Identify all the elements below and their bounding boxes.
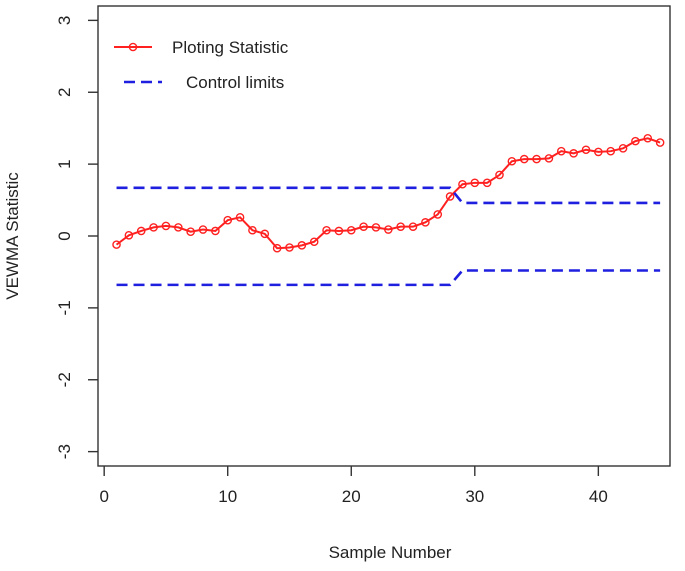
data-point [495,170,504,180]
control-limit-line [116,269,661,287]
control-limit-line [116,186,661,205]
data-point [161,221,171,231]
y-axis: -3 -2 -1 0 1 2 3 [55,16,98,459]
data-point [272,243,282,253]
data-point [507,156,517,166]
data-point [174,223,183,232]
data-point [186,227,195,236]
legend-label: Ploting Statistic [172,38,289,57]
data-point [606,146,615,156]
data-point [346,225,356,235]
data-point [260,229,270,239]
data-point [198,225,208,234]
data-point [618,144,628,153]
data-point [532,154,541,164]
data-point [384,225,393,234]
data-point [235,213,245,222]
y-tick-label: 0 [55,231,74,240]
data-point [309,237,319,247]
y-tick-label: 3 [55,16,74,25]
data-point [544,154,554,163]
data-point [136,226,146,236]
data-point [211,226,220,236]
data-point [482,178,492,188]
data-point [569,149,578,158]
data-point [581,145,591,155]
y-tick-label: 2 [55,88,74,97]
plot-frame [97,5,671,467]
data-point [556,146,566,156]
data-point [470,178,480,188]
data-point [396,222,405,231]
data-point [334,226,344,236]
y-tick-label: -1 [55,300,74,315]
data-point [433,210,443,219]
data-point [458,179,467,189]
legend-label: Control limits [186,73,284,92]
legend: Ploting Statistic Control limits [114,38,289,92]
series-layer [112,133,665,287]
y-tick-label: -3 [55,444,74,459]
data-point [149,223,158,232]
x-tick-label: 40 [589,487,608,506]
data-point [297,241,307,250]
data-point [631,136,640,146]
data-point [408,222,418,231]
data-point [359,222,368,231]
ploting-statistic-line [115,137,661,250]
legend-marker [128,42,138,52]
x-axis: 0 10 20 30 40 [99,466,608,506]
x-axis-label: Sample Number [329,543,452,562]
data-point [322,225,331,235]
data-point [223,215,233,225]
y-tick-label: -2 [55,372,74,387]
data-point [519,154,529,164]
data-point [643,133,653,143]
x-tick-label: 10 [218,487,237,506]
data-point [371,223,381,232]
y-axis-label: VEWMA Statistic [3,172,22,300]
data-point [445,192,455,201]
data-point [421,218,430,227]
data-point [248,225,257,235]
data-point [594,147,603,157]
x-tick-label: 20 [342,487,361,506]
data-point [124,230,134,240]
x-tick-label: 30 [465,487,484,506]
data-point [112,240,121,249]
y-tick-label: 1 [55,159,74,168]
data-point [285,243,294,252]
data-point [655,138,665,147]
x-tick-label: 0 [99,487,108,506]
